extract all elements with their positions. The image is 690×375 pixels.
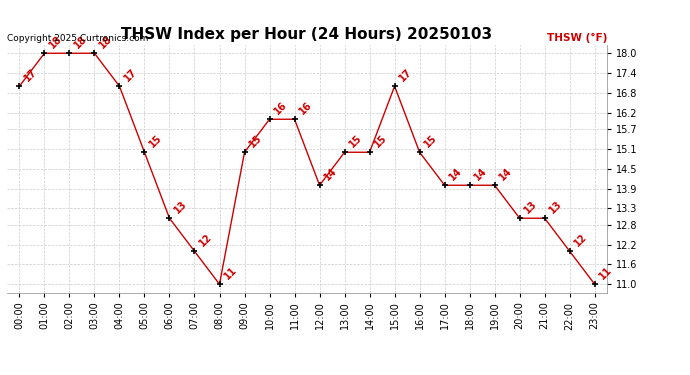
Text: 15: 15 bbox=[422, 133, 439, 150]
Text: 11: 11 bbox=[222, 265, 239, 282]
Text: 15: 15 bbox=[147, 133, 164, 150]
Text: 15: 15 bbox=[347, 133, 364, 150]
Text: 15: 15 bbox=[373, 133, 389, 150]
Text: 12: 12 bbox=[573, 232, 589, 249]
Text: 13: 13 bbox=[172, 199, 189, 216]
Text: 11: 11 bbox=[598, 265, 614, 282]
Text: 17: 17 bbox=[397, 67, 414, 84]
Text: 14: 14 bbox=[447, 166, 464, 183]
Text: 18: 18 bbox=[72, 34, 89, 51]
Text: 15: 15 bbox=[247, 133, 264, 150]
Text: 18: 18 bbox=[47, 34, 64, 51]
Text: 16: 16 bbox=[297, 100, 314, 117]
Text: 17: 17 bbox=[22, 67, 39, 84]
Text: 13: 13 bbox=[547, 199, 564, 216]
Text: 16: 16 bbox=[273, 100, 289, 117]
Text: 13: 13 bbox=[522, 199, 539, 216]
Text: 17: 17 bbox=[122, 67, 139, 84]
Text: THSW (°F): THSW (°F) bbox=[547, 33, 607, 42]
Text: 14: 14 bbox=[322, 166, 339, 183]
Text: 14: 14 bbox=[497, 166, 514, 183]
Text: Copyright 2025 Curtronics.com: Copyright 2025 Curtronics.com bbox=[7, 33, 148, 42]
Text: 12: 12 bbox=[197, 232, 214, 249]
Text: 14: 14 bbox=[473, 166, 489, 183]
Text: 18: 18 bbox=[97, 34, 114, 51]
Title: THSW Index per Hour (24 Hours) 20250103: THSW Index per Hour (24 Hours) 20250103 bbox=[121, 27, 493, 42]
